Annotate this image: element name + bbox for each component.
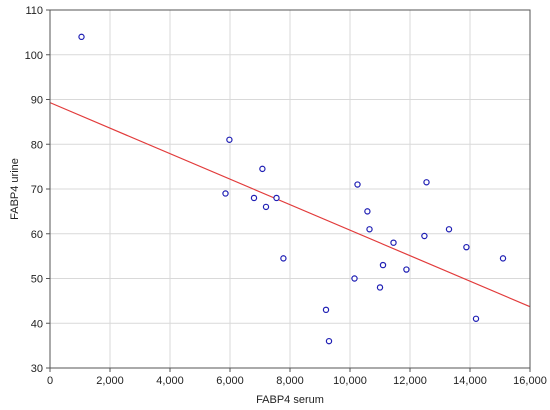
scatter-point [322, 306, 330, 314]
y-axis-title: FABP4 urine [9, 158, 21, 220]
scatter-point [463, 243, 470, 251]
scatter-point [351, 275, 358, 282]
x-tick-label: 2,000 [96, 375, 124, 387]
scatter-point [445, 226, 453, 233]
scatter-point [366, 226, 373, 233]
scatter-point [379, 261, 387, 269]
x-tick-label: 16,000 [513, 375, 547, 387]
scatter-point [325, 337, 333, 345]
scatter-point [226, 136, 233, 143]
x-tick-label: 4,000 [156, 375, 184, 387]
trend-line-layer [49, 102, 531, 308]
x-tick-label: 14,000 [453, 375, 487, 387]
y-tick-label: 80 [31, 139, 43, 151]
x-axis-title: FABP4 serum [256, 394, 324, 406]
scatter-point [403, 266, 410, 273]
regression-line [49, 102, 531, 308]
data-points [78, 33, 507, 345]
scatter-point [472, 315, 480, 322]
scatter-point [262, 203, 270, 211]
y-axis-ticks: 30 40 50 60 70 80 90 100 110 [25, 5, 50, 375]
scatter-point [259, 165, 266, 173]
y-tick-label: 110 [25, 5, 43, 17]
y-tick-label: 50 [31, 274, 43, 286]
x-tick-label: 12,000 [393, 375, 427, 387]
scatter-point [280, 255, 287, 262]
y-tick-label: 100 [25, 50, 43, 62]
y-tick-label: 60 [31, 229, 43, 241]
scatter-point [354, 181, 361, 188]
scatter-point [273, 194, 280, 202]
x-tick-label: 8,000 [276, 375, 304, 387]
y-tick-label: 40 [31, 318, 43, 330]
scatter-point [250, 194, 258, 202]
x-tick-label: 0 [47, 375, 53, 387]
scatter-point [222, 190, 229, 197]
scatter-point [421, 232, 428, 240]
x-tick-label: 6,000 [216, 375, 244, 387]
x-tick-label: 10,000 [333, 375, 367, 387]
scatter-point [376, 284, 384, 291]
grid [49, 9, 531, 369]
scatter-point [78, 33, 85, 41]
scatter-point [499, 255, 507, 262]
y-tick-label: 90 [31, 95, 43, 107]
scatter-point [423, 179, 430, 186]
scatter-point [364, 208, 371, 215]
x-axis-ticks: 0 2,000 4,000 6,000 8,000 10,000 12,000 14,000 1… [47, 368, 547, 387]
scatter-point [390, 239, 397, 246]
y-tick-label: 30 [31, 363, 43, 375]
y-tick-label: 70 [31, 184, 43, 196]
